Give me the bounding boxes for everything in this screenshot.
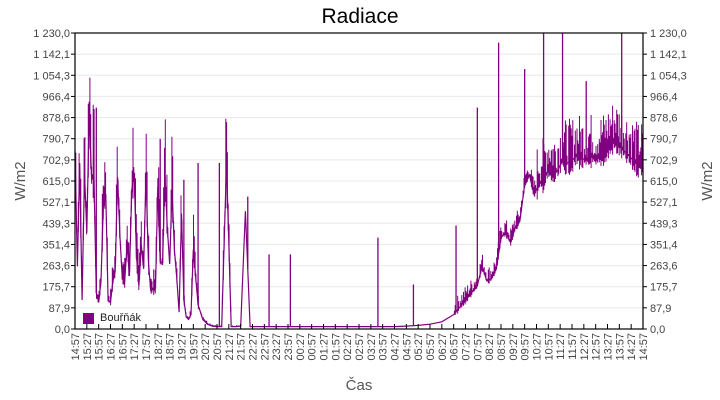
x-tick-label: 14:57	[638, 333, 650, 361]
x-tick-label: 12:27	[579, 333, 591, 361]
x-axis-title: Čas	[346, 377, 373, 394]
y-tick-label: 790,7	[650, 134, 678, 146]
y-tick-label: 175,7	[650, 282, 678, 294]
y-tick-label: 878,6	[650, 113, 678, 125]
x-tick-label: 18:27	[153, 333, 165, 361]
y-tick-label: 1 142,1	[650, 49, 687, 61]
x-tick-label: 21:57	[236, 333, 248, 361]
y-tick-label: 1 054,3	[33, 70, 70, 82]
x-tick-label: 08:57	[496, 333, 508, 361]
x-tick-label: 09:57	[520, 333, 532, 361]
grid-lines	[75, 53, 643, 309]
x-tick-label: 00:57	[307, 333, 319, 361]
y-tick-label: 1 142,1	[33, 49, 70, 61]
x-tick-label: 15:57	[94, 333, 106, 361]
y-tick-label: 439,3	[650, 218, 678, 230]
y-tick-label: 966,4	[42, 91, 70, 103]
x-tick-label: 10:57	[543, 333, 555, 361]
x-tick-label: 19:57	[188, 333, 200, 361]
x-tick-label: 14:27	[626, 333, 638, 361]
x-tick-label: 23:57	[283, 333, 295, 361]
y-tick-label: 263,6	[650, 261, 678, 273]
y-tick-label: 966,4	[650, 91, 678, 103]
x-tick-label: 21:27	[224, 333, 236, 361]
x-tick-label: 06:27	[437, 333, 449, 361]
x-tick-label: 13:27	[603, 333, 615, 361]
y-tick-label: 1 230,0	[33, 28, 70, 40]
x-tick-label: 22:27	[248, 333, 260, 361]
x-tick-label: 12:57	[591, 333, 603, 361]
x-tick-label: 07:57	[472, 333, 484, 361]
x-tick-label: 08:27	[484, 333, 496, 361]
x-tick-label: 00:27	[295, 333, 307, 361]
x-tick-label: 22:57	[259, 333, 271, 361]
y-tick-label: 0,0	[650, 324, 665, 336]
x-axis: 14:57 15:27 15:57 16:27 16:57 17:27 17:57 18:27…	[70, 324, 650, 361]
y-tick-label: 790,7	[42, 134, 70, 146]
x-tick-label: 19:27	[177, 333, 189, 361]
y-tick-label: 615,0	[42, 176, 70, 188]
y-axis-left: 0,0 87,9 175,7 263,6 351,4 439,3 527,1 615,0 702…	[33, 28, 75, 336]
x-tick-label: 04:27	[390, 333, 402, 361]
y-axis-title-right: W/m2	[699, 161, 716, 200]
x-tick-label: 16:27	[106, 333, 118, 361]
plot-area	[74, 33, 644, 328]
y-axis-right: 0,0 87,9 175,7 263,6 351,4 439,3 527,1 615,0 702…	[643, 28, 687, 336]
chart-title: Radiace	[321, 5, 399, 28]
x-tick-label: 17:57	[141, 333, 153, 361]
x-tick-label: 01:57	[330, 333, 342, 361]
y-tick-label: 263,6	[42, 261, 70, 273]
x-tick-label: 05:27	[413, 333, 425, 361]
x-tick-label: 14:57	[70, 333, 82, 361]
x-tick-label: 01:27	[319, 333, 331, 361]
x-tick-label: 05:57	[425, 333, 437, 361]
y-tick-label: 175,7	[42, 282, 70, 294]
x-tick-label: 07:27	[461, 333, 473, 361]
y-tick-label: 351,4	[650, 239, 678, 251]
x-tick-label: 02:27	[342, 333, 354, 361]
y-tick-label: 527,1	[42, 197, 70, 209]
x-tick-label: 06:57	[449, 333, 461, 361]
x-tick-label: 02:57	[354, 333, 366, 361]
y-tick-label: 0,0	[55, 324, 70, 336]
y-tick-label: 87,9	[49, 303, 70, 315]
x-tick-label: 10:27	[532, 333, 544, 361]
x-tick-label: 03:57	[378, 333, 390, 361]
x-tick-label: 13:57	[614, 333, 626, 361]
y-tick-label: 1 054,3	[650, 70, 687, 82]
y-tick-label: 702,9	[42, 155, 70, 167]
x-tick-label: 20:27	[200, 333, 212, 361]
y-tick-label: 1 230,0	[650, 28, 687, 40]
x-tick-label: 17:27	[129, 333, 141, 361]
x-tick-label: 11:57	[567, 333, 579, 360]
legend: Bouřňák	[81, 312, 143, 324]
legend-label: Bouřňák	[100, 312, 141, 324]
y-axis-title-left: W/m2	[12, 161, 29, 200]
legend-swatch-icon	[83, 312, 94, 324]
y-tick-label: 527,1	[650, 197, 678, 209]
x-tick-label: 09:27	[508, 333, 520, 361]
y-tick-label: 702,9	[650, 155, 678, 167]
x-tick-label: 23:27	[271, 333, 283, 361]
x-tick-label: 18:57	[165, 333, 177, 361]
y-tick-label: 878,6	[42, 113, 70, 125]
x-tick-label: 16:57	[117, 333, 129, 361]
x-tick-label: 20:57	[212, 333, 224, 361]
y-tick-label: 439,3	[42, 218, 70, 230]
y-tick-label: 87,9	[650, 303, 671, 315]
x-tick-label: 03:27	[366, 333, 378, 361]
x-tick-label: 11:27	[555, 333, 567, 360]
x-tick-label: 04:57	[401, 333, 413, 361]
x-tick-label: 15:27	[82, 333, 94, 361]
y-tick-label: 615,0	[650, 176, 678, 188]
y-tick-label: 351,4	[42, 239, 70, 251]
